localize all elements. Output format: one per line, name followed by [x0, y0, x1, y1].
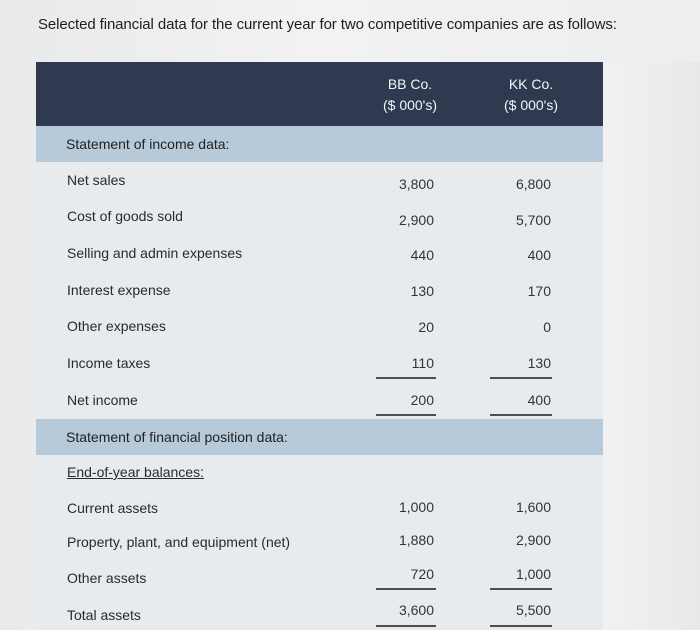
kk-unit: ($ 000's): [503, 97, 559, 113]
bb-other-expenses: 20: [418, 319, 434, 335]
table-header: BB Co. ($ 000's) KK Co. ($ 000's): [36, 62, 603, 126]
section-position: Statement of financial position data:: [36, 419, 603, 455]
kk-cogs: 5,700: [515, 212, 551, 228]
assets-subtotal-rule-bb: [376, 588, 436, 590]
row-label-income-taxes: Income taxes: [67, 355, 151, 371]
kk-selling-admin: 400: [527, 247, 551, 263]
row-label-total-assets: Total assets: [67, 607, 141, 623]
bb-company-name: BB Co.: [387, 76, 433, 92]
column-header-bb: BB Co. ($ 000's): [355, 74, 465, 116]
section-income: Statement of income data:: [36, 126, 603, 162]
kk-net-income: 400: [527, 392, 551, 408]
row-label-other-assets: Other assets: [67, 570, 147, 586]
bb-current-assets: 1,000: [398, 499, 434, 515]
bb-ppe: 1,880: [398, 532, 434, 548]
assets-total-rule-kk: [490, 625, 552, 627]
bb-interest: 130: [410, 283, 434, 299]
kk-company-name: KK Co.: [508, 76, 554, 92]
kk-current-assets: 1,600: [515, 499, 551, 515]
row-label-net-income: Net income: [67, 392, 138, 408]
assets-subtotal-rule-kk: [490, 588, 552, 590]
end-of-year-balances-link[interactable]: End-of-year balances:: [67, 464, 204, 480]
kk-net-sales: 6,800: [515, 176, 551, 192]
bb-income-taxes: 110: [411, 355, 434, 371]
section-position-label: Statement of financial position data:: [66, 429, 288, 445]
subtotal-rule-kk: [490, 377, 552, 379]
kk-interest: 170: [527, 283, 551, 299]
kk-other-assets: 1,000: [515, 566, 551, 582]
financial-data-table: BB Co. ($ 000's) KK Co. ($ 000's) Statem…: [36, 62, 603, 630]
bb-net-income: 200: [410, 392, 434, 408]
bb-total-assets: 3,600: [398, 602, 434, 618]
assets-total-rule-bb: [376, 625, 436, 627]
kk-other-expenses: 0: [543, 319, 551, 335]
row-label-interest: Interest expense: [67, 282, 171, 298]
row-label-net-sales: Net sales: [67, 172, 126, 188]
question-text: Selected financial data for the current …: [38, 16, 617, 33]
subtotal-rule-bb: [376, 377, 436, 379]
kk-ppe: 2,900: [515, 532, 551, 548]
kk-income-taxes: 130: [527, 355, 551, 371]
row-label-ppe: Property, plant, and equipment (net): [67, 534, 291, 550]
total-rule-bb: [376, 414, 436, 416]
row-label-cogs: Cost of goods sold: [67, 208, 183, 224]
bb-selling-admin: 440: [410, 247, 434, 263]
column-header-kk: KK Co. ($ 000's): [476, 74, 586, 116]
row-label-current-assets: Current assets: [67, 500, 159, 516]
row-label-selling-admin: Selling and admin expenses: [67, 245, 243, 261]
bb-net-sales: 3,800: [398, 176, 434, 192]
total-rule-kk: [490, 414, 552, 416]
kk-total-assets: 5,500: [515, 602, 551, 618]
bb-unit: ($ 000's): [382, 97, 438, 113]
section-income-label: Statement of income data:: [66, 136, 230, 152]
bb-other-assets: 720: [410, 566, 434, 582]
right-margin: [603, 62, 700, 630]
row-label-other-expenses: Other expenses: [67, 318, 166, 334]
bb-cogs: 2,900: [398, 212, 434, 228]
